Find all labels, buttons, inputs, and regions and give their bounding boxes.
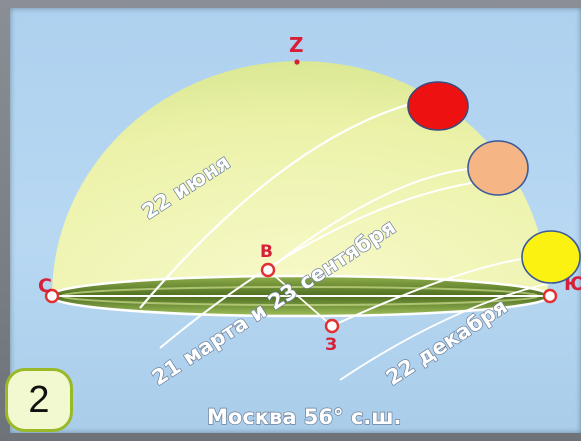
- equinox-sun: [467, 140, 529, 196]
- east-point: [260, 262, 276, 278]
- june-sun: [407, 81, 469, 131]
- zenith-label: Z: [289, 33, 304, 57]
- east-west-line: [267, 269, 333, 327]
- west-label: З: [325, 335, 337, 355]
- north-point: [44, 288, 60, 304]
- north-label: С: [38, 275, 52, 297]
- december-sun: [521, 230, 581, 284]
- west-point: [324, 318, 340, 334]
- diagram-panel: Z С Ю В З 22 июня 21 марта и 23 сентября…: [10, 8, 581, 433]
- celestial-sphere-diagram: Z С Ю В З 22 июня 21 марта и 23 сентября…: [38, 33, 581, 430]
- december-sun-path-lower: [339, 279, 566, 381]
- caption-label: Москва 56° с.ш.: [207, 405, 402, 429]
- south-point: [542, 288, 558, 304]
- east-label: В: [260, 242, 273, 262]
- slide-number-badge: 2: [5, 368, 73, 432]
- zenith-point: [294, 59, 300, 65]
- equinox-sun-path-lower: [159, 179, 493, 349]
